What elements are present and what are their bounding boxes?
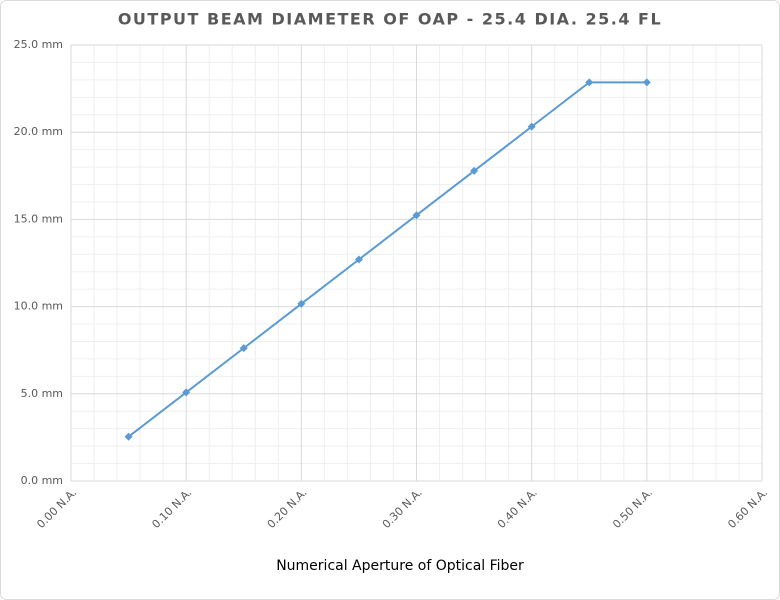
y-tick-label: 0.0 mm bbox=[21, 474, 63, 487]
data-point bbox=[412, 211, 421, 220]
data-point bbox=[297, 299, 306, 308]
data-point bbox=[470, 166, 479, 175]
y-tick-label: 10.0 mm bbox=[14, 300, 63, 313]
y-tick-label: 15.0 mm bbox=[14, 212, 63, 225]
chart-title: OUTPUT BEAM DIAMETER OF OAP - 25.4 DIA. … bbox=[118, 10, 662, 29]
data-point bbox=[124, 432, 133, 441]
data-point bbox=[585, 78, 594, 87]
data-point bbox=[527, 122, 536, 131]
y-tick-label: 5.0 mm bbox=[21, 387, 63, 400]
data-point bbox=[642, 78, 651, 87]
data-point bbox=[182, 388, 191, 397]
data-line bbox=[127, 81, 647, 438]
data-point bbox=[239, 344, 248, 353]
y-tick-label: 25.0 mm bbox=[14, 38, 63, 51]
y-tick-label: 20.0 mm bbox=[14, 125, 63, 138]
x-axis-label: Numerical Aperture of Optical Fiber bbox=[276, 558, 524, 574]
data-point bbox=[354, 255, 363, 264]
